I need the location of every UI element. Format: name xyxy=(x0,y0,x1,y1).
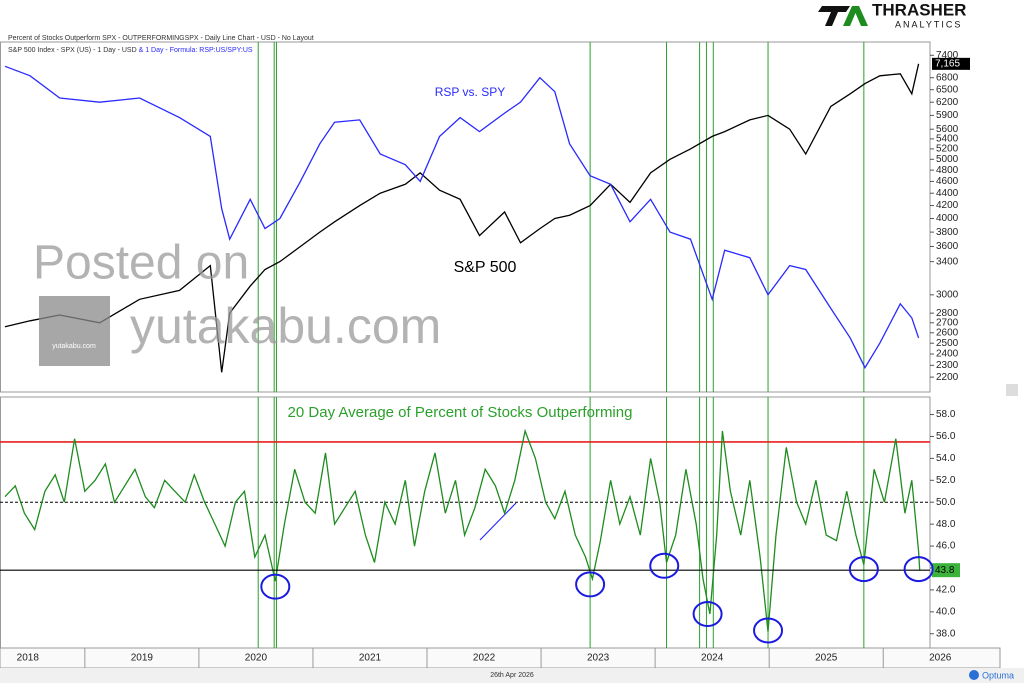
x-tick-label: 2022 xyxy=(473,653,496,664)
watermark-badge xyxy=(39,296,110,366)
logo-mark-a xyxy=(843,6,868,26)
y-tick-label: 4200 xyxy=(936,200,959,211)
series-name-label: RSP vs. SPY xyxy=(435,85,505,99)
top-panel-frame xyxy=(0,41,931,393)
y-tick-label: 3600 xyxy=(936,241,959,252)
low-circle xyxy=(649,552,680,579)
y-tick-label: 4000 xyxy=(936,213,959,224)
y-tick-label: 38.0 xyxy=(936,628,956,639)
x-tick-label: 2018 xyxy=(17,653,40,664)
last-value-label: 43.8 xyxy=(935,565,955,576)
header-line1: Percent of Stocks Outperform SPX - OUTPE… xyxy=(8,35,314,42)
chart-title: 20 Day Average of Percent of Stocks Outp… xyxy=(288,404,633,421)
series-line xyxy=(4,63,920,373)
header-line2a: S&P 500 Index - SPX (US) - 1 Day - USD xyxy=(8,47,137,54)
watermark: Posted on yutakabu.com yutakabu.com xyxy=(33,237,441,366)
y-tick-label: 58.0 xyxy=(936,409,956,420)
y-tick-label: 5600 xyxy=(936,124,959,135)
y-tick-label: 5200 xyxy=(936,144,959,155)
logo-name: THRASHER xyxy=(872,0,966,19)
logo-sub: ANALYTICS xyxy=(895,19,962,29)
y-tick-label: 40.0 xyxy=(936,606,956,617)
y-tick-label: 56.0 xyxy=(936,431,956,442)
low-circle xyxy=(903,556,934,583)
series-line xyxy=(4,65,920,369)
y-tick-label: 2700 xyxy=(936,317,959,328)
lock-icon[interactable] xyxy=(1006,384,1018,396)
low-circle xyxy=(753,617,784,644)
watermark-badge-text: yutakabu.com xyxy=(52,343,96,350)
y-tick-label: 5400 xyxy=(936,134,959,145)
x-tick-label: 2026 xyxy=(929,653,952,664)
y-tick-label: 3000 xyxy=(936,289,959,300)
watermark-line2: yutakabu.com xyxy=(130,298,441,354)
y-tick-label: 52.0 xyxy=(936,475,956,486)
y-tick-label: 4600 xyxy=(936,176,959,187)
x-tick-label: 2024 xyxy=(701,653,724,664)
y-tick-label: 2200 xyxy=(936,372,959,383)
y-tick-label: 48.0 xyxy=(936,519,956,530)
footer-date: 26th Apr 2026 xyxy=(490,672,534,679)
y-tick-label: 4400 xyxy=(936,188,959,199)
x-tick-label: 2019 xyxy=(131,653,154,664)
y-tick-label: 46.0 xyxy=(936,541,956,552)
y-tick-label: 6800 xyxy=(936,72,959,83)
footer-brand: Optuma xyxy=(982,670,1014,680)
low-circle xyxy=(692,601,723,628)
y-tick-label: 54.0 xyxy=(936,453,956,464)
low-circle xyxy=(575,571,606,598)
y-tick-label: 5900 xyxy=(936,110,959,121)
optuma-icon xyxy=(969,670,979,680)
y-tick-label: 6200 xyxy=(936,97,959,108)
header-line2: S&P 500 Index - SPX (US) - 1 Day - USD &… xyxy=(8,47,253,54)
logo-mark-t xyxy=(818,6,850,26)
x-tick-label: 2021 xyxy=(359,653,382,664)
footer-bar xyxy=(0,668,1024,683)
last-value-box xyxy=(932,57,970,70)
low-circle xyxy=(260,573,291,600)
header-line2b: & 1 Day - Formula: RSP:US/SPY:US xyxy=(139,47,253,54)
y-tick-label: 2600 xyxy=(936,327,959,338)
last-value-label: 7,165 xyxy=(935,58,960,69)
series-line xyxy=(4,428,921,632)
y-tick-label: 2500 xyxy=(936,338,959,349)
y-tick-label: 2300 xyxy=(936,360,959,371)
logo: THRASHER ANALYTICS xyxy=(818,0,966,29)
y-tick-label: 3800 xyxy=(936,227,959,238)
y-tick-label: 7400 xyxy=(936,50,959,61)
y-tick-label: 3400 xyxy=(936,256,959,267)
watermark-line1: Posted on xyxy=(33,237,249,290)
y-tick-label: 5000 xyxy=(936,154,959,165)
y-tick-label: 50.0 xyxy=(936,497,956,508)
y-tick-label: 2800 xyxy=(936,308,959,319)
y-tick-label: 4800 xyxy=(936,165,959,176)
x-tick-label: 2023 xyxy=(587,653,610,664)
series-name-label: S&P 500 xyxy=(454,259,517,276)
trend-annotation xyxy=(479,502,517,541)
x-tick-label: 2020 xyxy=(245,653,268,664)
x-tick-label: 2025 xyxy=(815,653,838,664)
y-tick-label: 42.0 xyxy=(936,585,956,596)
y-tick-label: 2400 xyxy=(936,349,959,360)
last-value-box xyxy=(932,563,960,578)
y-tick-label: 6500 xyxy=(936,84,959,95)
low-circle xyxy=(848,556,879,583)
